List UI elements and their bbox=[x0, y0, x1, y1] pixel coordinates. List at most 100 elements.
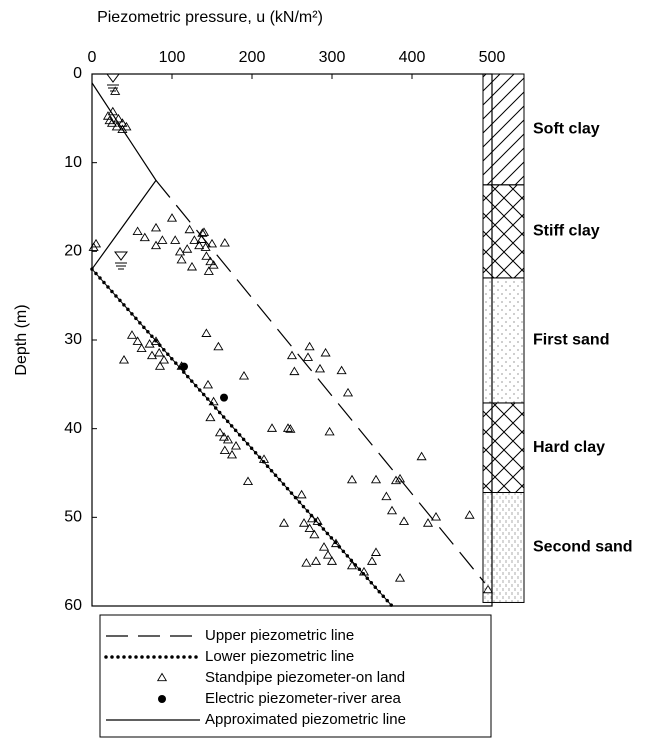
standpipe-point bbox=[88, 242, 99, 251]
standpipe-point bbox=[170, 235, 181, 244]
standpipe-point bbox=[310, 556, 322, 565]
standpipe-point bbox=[346, 474, 358, 484]
water-table-symbol bbox=[114, 251, 128, 270]
standpipe-point bbox=[186, 261, 198, 271]
chart-title: Piezometric pressure, u (kN/m²) bbox=[97, 9, 323, 26]
legend-item: Upper piezometric line bbox=[106, 627, 354, 644]
standpipe-point bbox=[289, 366, 300, 376]
soil-layer bbox=[482, 402, 525, 494]
standpipe-point bbox=[218, 432, 230, 441]
standpipe-point bbox=[121, 121, 132, 131]
standpipe-point bbox=[150, 222, 162, 232]
y-tick-label: 30 bbox=[64, 331, 82, 348]
soil-layer bbox=[482, 73, 525, 186]
standpipe-point bbox=[282, 423, 294, 432]
standpipe-point bbox=[324, 426, 335, 436]
standpipe-point bbox=[342, 387, 354, 397]
standpipe-point bbox=[304, 341, 315, 351]
standpipe-point bbox=[304, 523, 315, 533]
standpipe-point bbox=[202, 379, 214, 389]
standpipe-point bbox=[174, 246, 186, 256]
standpipe-point bbox=[242, 476, 254, 486]
electric-point bbox=[180, 362, 188, 371]
standpipe-point bbox=[208, 396, 219, 406]
standpipe-point bbox=[196, 234, 207, 243]
legend-box bbox=[99, 614, 492, 738]
standpipe-point bbox=[278, 518, 290, 527]
standpipe-point bbox=[464, 510, 475, 519]
legend-label: Upper piezometric line bbox=[205, 627, 354, 644]
electric-point bbox=[220, 393, 228, 402]
legend-label: Lower piezometric line bbox=[205, 648, 354, 665]
standpipe-point bbox=[358, 566, 370, 576]
standpipe-point bbox=[314, 363, 326, 373]
legend-swatch bbox=[158, 695, 166, 703]
standpipe-point bbox=[166, 213, 178, 222]
standpipe-point bbox=[106, 118, 118, 127]
standpipe-point bbox=[90, 238, 102, 248]
standpipe-point bbox=[157, 235, 168, 244]
standpipe-point bbox=[113, 113, 124, 123]
x-tick-label: 100 bbox=[159, 49, 186, 66]
standpipe-point bbox=[150, 240, 162, 250]
y-tick-label: 50 bbox=[64, 509, 82, 526]
standpipe-point bbox=[111, 121, 122, 131]
standpipe-point bbox=[154, 361, 166, 370]
soil-label: Soft clay bbox=[533, 121, 600, 138]
standpipe-point bbox=[198, 227, 210, 236]
legend-item: Approximated piezometric line bbox=[106, 711, 406, 728]
y-tick-label: 60 bbox=[64, 597, 82, 614]
y-tick-label: 20 bbox=[64, 243, 82, 260]
soil-label: Second sand bbox=[533, 539, 633, 556]
standpipe-point bbox=[306, 513, 318, 523]
standpipe-point bbox=[285, 424, 296, 433]
standpipe-point bbox=[370, 547, 382, 556]
standpipe-point bbox=[336, 365, 347, 375]
standpipe-point bbox=[184, 224, 195, 234]
y-tick-label: 10 bbox=[64, 154, 82, 171]
standpipe-point bbox=[176, 254, 187, 264]
standpipe-point bbox=[132, 336, 143, 345]
series-line bbox=[91, 82, 157, 270]
standpipe-point bbox=[189, 235, 200, 244]
standpipe-point bbox=[158, 355, 170, 364]
standpipe-point bbox=[320, 347, 331, 357]
y-axis-title: Depth (m) bbox=[13, 304, 30, 375]
standpipe-point bbox=[194, 240, 205, 250]
standpipe-point bbox=[206, 238, 218, 248]
standpipe-point bbox=[312, 516, 323, 525]
line-base bbox=[91, 268, 393, 607]
y-tick-label: 0 bbox=[73, 65, 82, 82]
x-tick-label: 400 bbox=[399, 49, 426, 66]
standpipe-point bbox=[309, 529, 320, 539]
x-tick-label: 200 bbox=[239, 49, 266, 66]
standpipe-point bbox=[398, 516, 410, 525]
standpipe-point bbox=[394, 573, 406, 582]
standpipe-point bbox=[302, 352, 314, 361]
standpipe-point bbox=[117, 118, 128, 127]
standpipe-point bbox=[104, 115, 115, 125]
standpipe-point bbox=[139, 232, 150, 242]
y-tick-label: 40 bbox=[64, 420, 82, 437]
standpipe-point bbox=[219, 237, 230, 247]
standpipe-point bbox=[346, 560, 358, 570]
standpipe-point bbox=[318, 542, 330, 551]
standpipe-point bbox=[146, 350, 158, 360]
legend-label: Standpipe piezometer-on land bbox=[205, 669, 405, 686]
standpipe-point bbox=[154, 347, 165, 357]
soil-layer bbox=[482, 277, 525, 404]
standpipe-point bbox=[118, 355, 130, 364]
standpipe-point bbox=[370, 474, 382, 484]
water-table-symbol bbox=[106, 73, 120, 92]
x-tick-label: 0 bbox=[88, 49, 97, 66]
standpipe-point bbox=[110, 86, 121, 95]
standpipe-point bbox=[381, 491, 392, 501]
legend-item: Electric piezometer-river area bbox=[158, 690, 402, 707]
standpipe-point bbox=[296, 489, 307, 499]
standpipe-point bbox=[201, 328, 212, 337]
standpipe-point bbox=[208, 260, 219, 269]
standpipe-point bbox=[301, 558, 312, 567]
standpipe-point bbox=[366, 556, 378, 565]
soil-label: Stiff clay bbox=[533, 223, 600, 240]
